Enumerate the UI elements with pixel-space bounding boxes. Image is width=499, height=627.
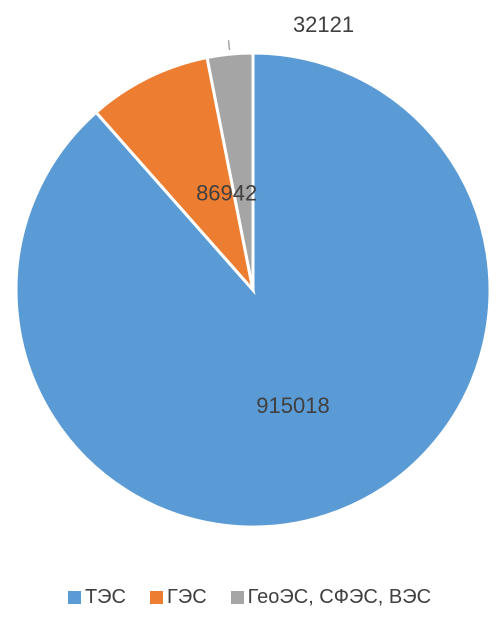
data-label-tes: 915018 <box>256 393 329 418</box>
legend-swatch-other <box>230 591 244 604</box>
legend-label-other: ГеоЭС, СФЭС, ВЭС <box>247 586 432 608</box>
leader-line-other <box>227 40 231 51</box>
legend-label-tes: ТЭС <box>84 586 126 608</box>
legend-label-ges: ГЭС <box>166 586 207 608</box>
legend-item-tes: ТЭС <box>67 586 126 609</box>
legend-swatch-ges <box>149 591 163 604</box>
legend-item-ges: ГЭС <box>149 586 207 609</box>
legend-swatch-tes <box>67 591 81 604</box>
legend-item-other: ГеоЭС, СФЭС, ВЭС <box>230 586 432 609</box>
pie-slice-other <box>205 51 255 291</box>
pie-slice-ges <box>93 55 256 296</box>
data-label-other: 32121 <box>293 12 354 37</box>
data-label-ges: 86942 <box>196 180 257 205</box>
legend: ТЭС ГЭС ГеоЭС, СФЭС, ВЭС <box>0 586 499 609</box>
pie-chart: 915018 86942 32121 <box>14 12 492 529</box>
